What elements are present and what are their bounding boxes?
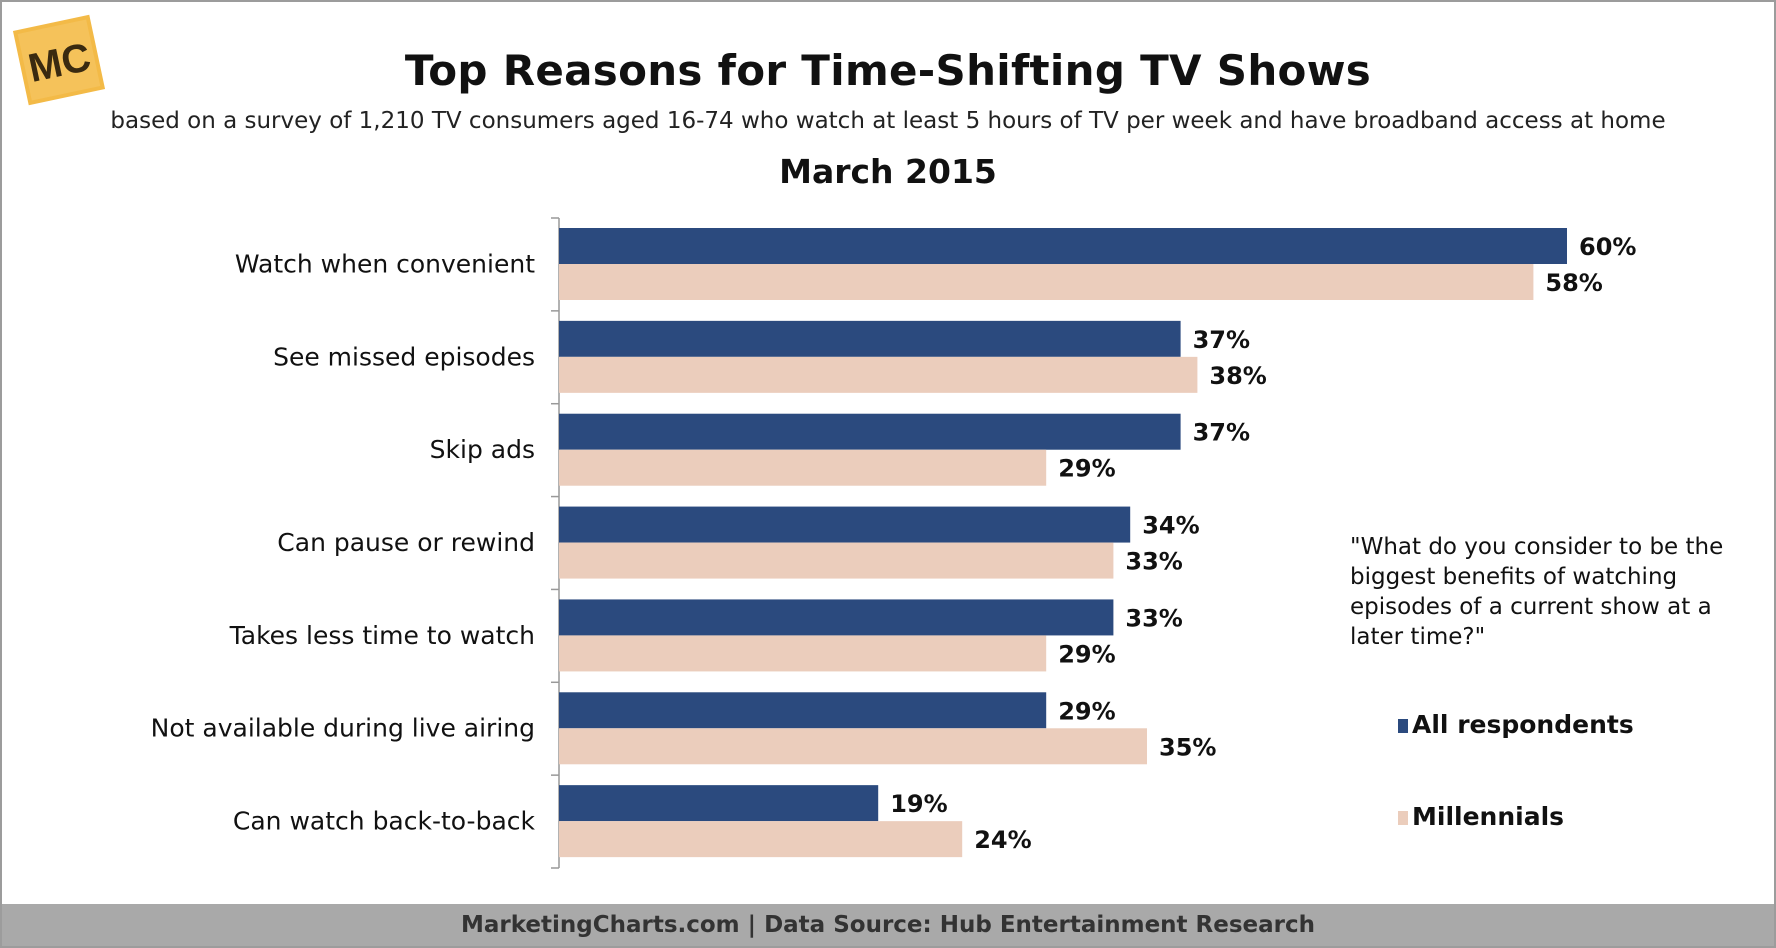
data-label: 38% bbox=[1209, 362, 1266, 390]
bar-all-respondents bbox=[559, 692, 1047, 729]
category-label: Can pause or rewind bbox=[277, 528, 535, 557]
category-label: Takes less time to watch bbox=[229, 621, 535, 650]
bar-chart: Watch when convenient 60% 58% See missed ep… bbox=[151, 217, 1636, 869]
data-label: 29% bbox=[1058, 640, 1115, 668]
data-label: 34% bbox=[1142, 512, 1199, 540]
footer-source: MarketingCharts.com | Data Source: Hub E… bbox=[2, 904, 1774, 946]
data-label: 33% bbox=[1125, 604, 1182, 632]
bar-all-respondents bbox=[559, 599, 1114, 636]
category-label: Not available during live airing bbox=[151, 714, 535, 743]
bar-millennials bbox=[559, 542, 1114, 579]
category-label: Watch when convenient bbox=[235, 249, 535, 278]
bar-millennials bbox=[559, 449, 1047, 486]
bar-millennials bbox=[559, 821, 963, 858]
survey-question: "What do you consider to be the biggest … bbox=[1350, 534, 1724, 650]
bar-all-respondents bbox=[559, 228, 1567, 264]
bar-all-respondents bbox=[559, 320, 1181, 357]
data-label: 33% bbox=[1125, 548, 1182, 576]
legend-swatch-all-respondents bbox=[1398, 719, 1408, 733]
legend-label-all-respondents: All respondents bbox=[1412, 710, 1634, 739]
category-label: Skip ads bbox=[430, 435, 535, 464]
category-label: See missed episodes bbox=[273, 342, 535, 371]
data-label: 37% bbox=[1193, 419, 1250, 447]
bar-all-respondents bbox=[559, 506, 1131, 543]
chart-date: March 2015 bbox=[779, 152, 997, 191]
data-label: 29% bbox=[1058, 455, 1115, 483]
page-title: Top Reasons for Time-Shifting TV Shows bbox=[404, 46, 1372, 95]
data-label: 60% bbox=[1579, 233, 1636, 261]
bar-all-respondents bbox=[559, 785, 879, 822]
bar-millennials bbox=[559, 728, 1147, 765]
bar-millennials bbox=[559, 264, 1534, 300]
data-label: 37% bbox=[1193, 326, 1250, 354]
bar-millennials bbox=[559, 635, 1047, 672]
legend-label-millennials: Millennials bbox=[1412, 802, 1565, 831]
category-label: Can watch back-to-back bbox=[233, 807, 536, 836]
bar-all-respondents bbox=[559, 413, 1181, 450]
legend-swatch-millennials bbox=[1398, 811, 1408, 825]
data-label: 24% bbox=[974, 826, 1031, 854]
page-subtitle: based on a survey of 1,210 TV consumers … bbox=[110, 108, 1666, 134]
data-label: 35% bbox=[1159, 733, 1216, 761]
data-label: 29% bbox=[1058, 697, 1115, 725]
bar-millennials bbox=[559, 356, 1198, 393]
mc-logo: MC bbox=[12, 14, 106, 106]
legend-all-respondents: All respondents bbox=[1398, 710, 1634, 739]
legend-millennials: Millennials bbox=[1398, 802, 1565, 831]
data-label: 19% bbox=[890, 790, 947, 818]
data-label: 58% bbox=[1545, 269, 1602, 297]
